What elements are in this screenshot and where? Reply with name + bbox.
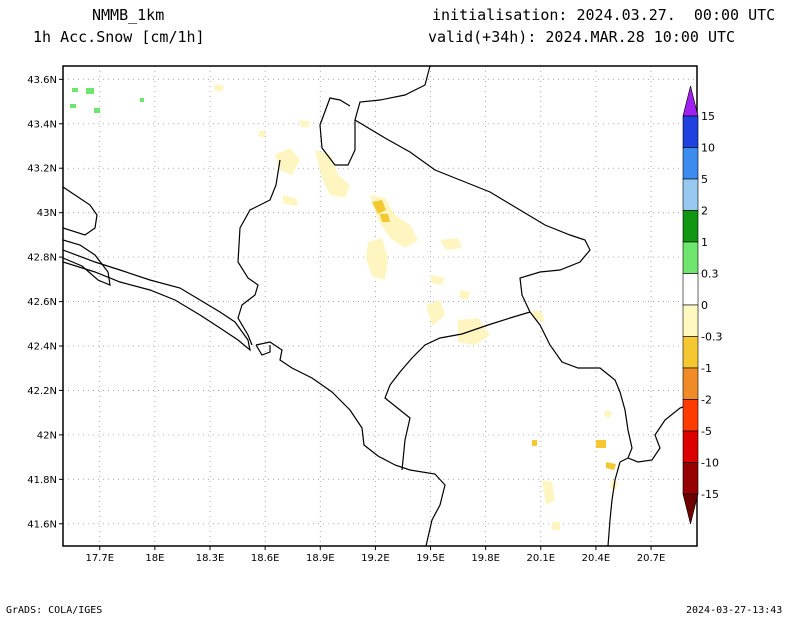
lat-label: 43N — [37, 208, 57, 219]
colorbar-label: 2 — [701, 205, 708, 218]
lon-label: 20.4E — [582, 553, 611, 564]
lat-label: 41.8N — [27, 475, 57, 486]
lon-label: 19.2E — [361, 553, 390, 564]
border-mne-srb — [354, 119, 633, 463]
border-kos-mkd — [627, 401, 697, 463]
lon-label: 17.7E — [85, 553, 114, 564]
colorbar-label: 10 — [701, 142, 715, 155]
coastline-montenegro — [255, 341, 446, 546]
colorbar-segment — [682, 430, 699, 463]
borders-coastline — [63, 66, 697, 546]
coastline-bay — [255, 344, 271, 356]
colorbar-label: 1 — [701, 236, 708, 249]
colorbar: 15 10 5 2 1 0.3 0 -0.3 -1 -2 -5 -10 -15 — [682, 85, 722, 525]
lat-label: 42.4N — [27, 342, 57, 353]
lat-label: 43.2N — [27, 164, 57, 175]
lon-label: 18.9E — [306, 553, 335, 564]
colorbar-segment — [682, 336, 699, 369]
valid-time: valid(+34h): 2024.MAR.28 10:00 UTC — [428, 28, 736, 46]
colorbar-label: -1 — [701, 362, 712, 375]
colorbar-label: 15 — [701, 110, 715, 123]
colorbar-label: -0.3 — [701, 331, 722, 344]
colorbar-segment — [682, 115, 699, 148]
colorbar-segment — [682, 147, 699, 180]
snow-field — [70, 84, 618, 530]
lon-label: 19.5E — [416, 553, 445, 564]
colorbar-bottom-arrow — [682, 493, 699, 525]
snow-green-patches — [70, 88, 144, 113]
colorbar-label: 5 — [701, 173, 708, 186]
graticule — [63, 66, 697, 546]
lat-label: 43.4N — [27, 119, 57, 130]
snow-medium-patches — [372, 200, 616, 470]
lat-label: 42.8N — [27, 253, 57, 264]
lon-label: 18E — [145, 553, 164, 564]
init-time: initialisation: 2024.03.27. 00:00 UTC — [432, 6, 776, 24]
lat-label: 42N — [37, 430, 57, 441]
colorbar-segment — [682, 273, 699, 306]
lat-label: 41.6N — [27, 519, 57, 530]
lon-label: 20.7E — [637, 553, 666, 564]
colorbar-segment — [682, 304, 699, 337]
lon-label: 18.3E — [196, 553, 225, 564]
border-alb-mkd — [607, 461, 621, 546]
coastline-main — [63, 249, 251, 352]
field-title: 1h Acc.Snow [cm/1h] — [33, 28, 205, 46]
lon-label: 19.8E — [471, 553, 500, 564]
snow-light-patches — [214, 84, 618, 530]
footer-credit: GrADS: COLA/IGES — [6, 605, 103, 616]
border-mne-alb — [384, 311, 531, 471]
lat-label: 42.6N — [27, 297, 57, 308]
colorbar-segment — [682, 399, 699, 432]
colorbar-label: -10 — [701, 457, 719, 470]
lat-label: 43.6N — [27, 75, 57, 86]
colorbar-label: 0 — [701, 299, 708, 312]
model-title: NMMB_1km — [92, 6, 165, 24]
colorbar-segment — [682, 462, 699, 495]
coastline-north — [63, 186, 98, 236]
colorbar-segment — [682, 367, 699, 400]
colorbar-top-arrow — [682, 85, 699, 117]
footer-timestamp: 2024-03-27-13:43 — [686, 605, 783, 616]
map-frame — [62, 65, 698, 547]
colorbar-segment — [682, 178, 699, 211]
colorbar-label: -15 — [701, 488, 719, 501]
border-bih-mne — [319, 66, 431, 166]
lat-label: 42.2N — [27, 386, 57, 397]
colorbar-label: 0.3 — [701, 268, 719, 281]
border-bih-west — [237, 159, 281, 346]
axis-ticks: 43.6N 43.4N 43.2N 43N 42.8N 42.6N 42.4N 42.2N 42… — [27, 75, 665, 564]
coastline-peljesac — [63, 239, 111, 286]
lon-label: 20.1E — [527, 553, 556, 564]
colorbar-segment — [682, 210, 699, 243]
colorbar-segment — [682, 241, 699, 274]
colorbar-label: -5 — [701, 425, 712, 438]
lon-label: 18.6E — [251, 553, 280, 564]
colorbar-label: -2 — [701, 394, 712, 407]
